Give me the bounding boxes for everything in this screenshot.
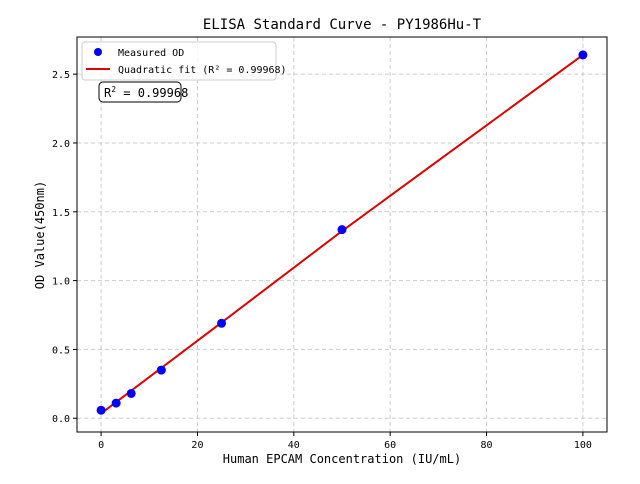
chart-title: ELISA Standard Curve - PY1986Hu-T [203,17,482,33]
data-point [111,398,121,408]
plot-frame [76,36,608,433]
data-point [217,318,227,328]
y-tick-label: 0.0 [52,414,70,425]
x-tick-label: 40 [288,440,300,451]
legend-label-fit: Quadratic fit (R² = 0.99968) [118,65,287,76]
r2-box [98,81,182,103]
grid [77,37,607,432]
y-tick-label: 2.0 [52,139,70,150]
marks [96,50,588,415]
y-axis-label: OD Value(450nm) [33,181,47,289]
y-tick-label: 0.5 [52,345,70,356]
x-tick-label: 0 [98,440,104,451]
data-point [578,50,588,60]
x-tick-label: 60 [384,440,396,451]
legend-box [81,41,277,81]
r2-annotation: R2 = 0.99968 [98,81,188,103]
y-tick-label: 1.5 [52,208,70,219]
ticks: 0 20 40 60 80 100 0.0 0.5 1.0 1.5 2.0 2.5 [52,70,592,451]
x-tick-label: 80 [481,440,493,451]
data-point [156,365,166,375]
data-point [337,225,347,235]
data-point [96,405,106,415]
legend-label-measured: Measured OD [118,48,184,59]
r2-text: R2 = 0.99968 [104,85,188,100]
x-tick-label: 20 [191,440,203,451]
x-axis-label: Human EPCAM Concentration (IU/mL) [223,452,461,466]
legend-marker-measured [94,48,102,56]
y-tick-label: 1.0 [52,277,70,288]
data-point [126,388,136,398]
y-tick-label: 2.5 [52,70,70,81]
legend: Measured OD Quadratic fit (R² = 0.99968) [81,41,287,81]
x-tick-label: 100 [574,440,592,451]
